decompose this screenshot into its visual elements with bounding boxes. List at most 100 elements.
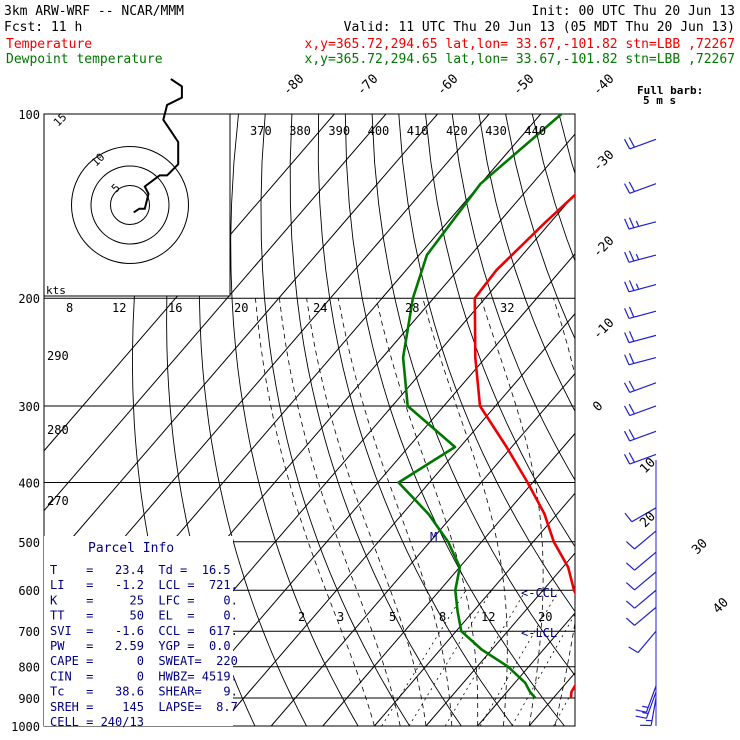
isotherm-label: -10 [590,316,617,343]
init-time: Init: 00 UTC Thu 20 Jun 13 [532,4,736,19]
isotherm-label: 0 [590,399,606,415]
kts-label: kts [46,284,66,297]
theta-label: 400 [368,124,390,138]
dry-adiabat [260,114,411,726]
theta-label: 280 [47,423,69,437]
moist-adiabat [422,298,508,726]
wind-barb [623,403,657,417]
mixing-ratio-label: 3 [337,610,344,624]
temperature-legend: Temperature [6,37,92,52]
hodograph-ring [90,165,170,245]
moist-adiabat [480,298,544,726]
hodograph-speed-label: 20 [234,301,248,315]
hodograph-speed-label: 32 [500,301,514,315]
pressure-tick-label: 500 [18,536,40,550]
hodograph-speed-label: 16 [168,301,182,315]
dry-adiabat [289,114,462,726]
dewpoint-station-info: x,y=365.72,294.65 lat,lon= 33.67,-101.82… [305,52,735,67]
dry-adiabat [693,114,740,726]
model-title: 3km ARW-WRF -- NCAR/MMM [4,4,184,19]
temperature-line [473,193,575,699]
moist-adiabat [607,298,712,726]
wind-barb [635,685,657,713]
isotherm-line [167,253,575,726]
wind-barb [624,250,657,263]
theta-label: 370 [250,124,272,138]
pressure-tick-label: 100 [18,108,40,122]
lcl-marker: <-LCL [521,626,557,640]
mixing-ratio-line [381,589,467,726]
isotherm-label: 30 [689,536,711,558]
wind-barb [623,452,657,465]
isotherm-line [374,492,575,726]
dry-adiabat [371,114,575,677]
theta-label: 410 [407,124,429,138]
pressure-tick-label: 1000 [11,720,40,734]
mixing-ratio-label: 2 [298,610,305,624]
wind-barb [623,429,657,442]
parcel-info-row: SREH = 145 LAPSE= 8.7 [50,700,238,714]
isotherm-line [44,114,387,512]
wind-barb [635,691,657,719]
parcel-info-row: TT = 50 EL = 0. [50,609,238,623]
dry-adiabat [198,114,307,726]
wind-barb [624,507,657,523]
isotherm-line [581,114,740,726]
wind-barb [628,630,657,654]
theta-label: 430 [485,124,507,138]
pressure-tick-label: 600 [18,584,40,598]
dry-adiabat [451,114,575,481]
hodograph-trace [133,78,183,214]
moist-adiabat [337,298,453,726]
wind-barb [623,137,657,150]
isotherm-line [736,114,740,726]
moist-adiabat [279,298,401,726]
sounding-profiles [397,114,575,699]
dewpoint-legend: Dewpoint temperature [6,52,163,67]
hodograph-frame [43,113,231,297]
parcel-info-box: Parcel Info T = 23.4 Td = 16.5LI = -1.2 … [44,536,238,729]
wind-barb [625,571,657,591]
hodograph-speed-label: 28 [405,301,419,315]
isotherm-label: -60 [434,72,461,99]
valid-time: Valid: 11 UTC Thu 20 Jun 13 (05 MDT Thu … [344,20,735,35]
dry-adiabat [478,114,575,413]
wind-barb [624,280,657,293]
parcel-info-row: LI = -1.2 LCL = 721. [50,578,238,592]
theta-label: 390 [328,124,350,138]
dry-adiabat [666,114,740,726]
parcel-info-row: Tc = 38.6 SHEAR= 9. [50,685,238,699]
wind-barb [625,530,657,550]
ccl-marker: <-CCL [521,586,557,600]
isotherm-line [44,114,335,452]
theta-label: 380 [289,124,311,138]
hodograph-ring [110,185,150,225]
wind-barbs [623,137,657,727]
dry-adiabat [230,114,359,726]
pressure-tick-label: 700 [18,625,40,639]
pressure-tick-label: 300 [18,400,40,414]
mixing-ratio-label: 8 [439,610,446,624]
wind-barb [624,330,657,344]
dry-adiabat [612,114,740,726]
wind-barb [624,306,657,320]
mixing-ratio-line [511,613,575,726]
temperature-station-info: x,y=365.72,294.65 lat,lon= 33.67,-101.82… [305,37,735,52]
mixing-ratio-label: 12 [481,610,495,624]
dry-adiabat [398,114,575,613]
parcel-info-title: Parcel Info [88,541,174,556]
forecast-hour: Fcst: 11 h [4,20,82,35]
plot-frame [43,113,576,727]
isotherm-line [684,114,740,726]
m-marker: M [430,530,437,544]
dry-adiabat [344,114,565,726]
isotherm-label: -30 [590,148,617,175]
isotherm-line [528,672,575,726]
wind-barb [623,380,657,394]
full-barb-legend: Full barb: [637,84,703,97]
hodograph-speed-label: 8 [66,301,73,315]
moist-adiabat [255,298,375,726]
isotherm-line [219,312,575,726]
parcel-info-row: CELL = 240/13 [50,715,144,729]
